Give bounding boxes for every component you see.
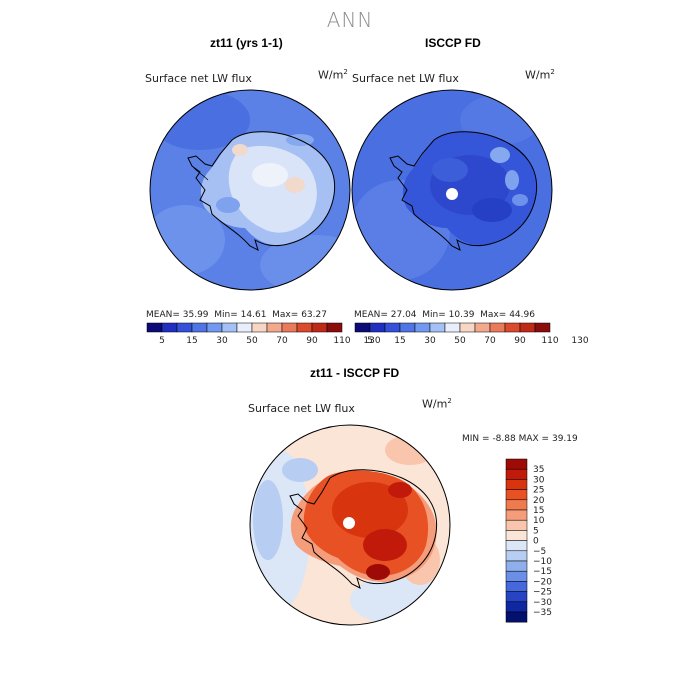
panel-1-stats: MEAN= 35.99 Min= 14.61 Max= 63.27: [146, 310, 327, 320]
panel-3-colorbar-tick-label: 5: [533, 526, 539, 536]
panel-2-colorbar-swatch: [384, 322, 401, 333]
panel-2-colorbar-tick-label: 50: [454, 336, 466, 346]
panel-2-colorbar-swatch: [489, 322, 506, 333]
panel-1-colorbar-swatch: [266, 322, 283, 333]
panel-1-colorbar-swatch: [281, 322, 298, 333]
panel-3-title: zt11 - ISCCP FD: [310, 366, 400, 380]
panel-2-colorbar-swatch: [504, 322, 521, 333]
panel-3-colorbar-tick-label: −35: [533, 608, 552, 618]
panel-1-colorbar: 5 15 30 50 70 90 110 130: [146, 322, 381, 346]
panel-3-colorbar-swatch: [505, 458, 528, 470]
panel-2-stats: MEAN= 27.04 Min= 10.39 Max= 44.96: [354, 310, 535, 320]
panel-3-unit-label: W/m2: [422, 397, 452, 411]
panel-3-colorbar-tick-label: 20: [533, 496, 545, 506]
map-1-border: [149, 89, 351, 291]
map-3-border: [249, 424, 451, 626]
panel-2-colorbar-swatch: [534, 322, 551, 333]
panel-2-colorbar-swatch: [429, 322, 446, 333]
map-2-obs: [352, 90, 552, 290]
panel-1-colorbar-tick-label: 5: [159, 336, 165, 346]
panel-2-variable-label: Surface net LW flux: [352, 72, 459, 85]
panel-3-colorbar-swatch: [505, 581, 528, 592]
panel-1-colorbar-tick-label: 130: [363, 336, 380, 346]
panel-3-colorbar-swatch: [505, 560, 528, 572]
panel-1-colorbar-swatch: [161, 322, 178, 333]
panel-3-colorbar-tick-label: −15: [533, 567, 552, 577]
panel-2-colorbar-swatch: [414, 322, 431, 333]
panel-1-colorbar-tick-label: 110: [333, 336, 350, 346]
panel-3-colorbar-swatch: [505, 530, 528, 541]
panel-2-colorbar-tick-label: 110: [541, 336, 558, 346]
map-1-model: [150, 90, 350, 290]
panel-2-colorbar-swatch: [474, 322, 491, 333]
panel-3-colorbar-tick-label: −10: [533, 557, 552, 567]
panel-1-variable-label: Surface net LW flux: [145, 72, 252, 85]
panel-3-stats: MIN = -8.88 MAX = 39.19: [462, 434, 578, 444]
panel-3-colorbar-tick-label: −20: [533, 577, 552, 587]
panel-1-colorbar-tick-label: 90: [306, 336, 318, 346]
panel-1-unit-label: W/m2: [318, 68, 348, 82]
panel-3-variable-label: Surface net LW flux: [248, 402, 355, 415]
panel-1-colorbar-swatch: [176, 322, 193, 333]
panel-1-colorbar-tick-label: 30: [216, 336, 228, 346]
panel-2-colorbar-swatch: [444, 322, 461, 333]
panel-3-colorbar-tick-label: 0: [533, 537, 539, 547]
map-2-border: [351, 89, 553, 291]
panel-1-colorbar-tick-label: 50: [246, 336, 258, 346]
panel-2-colorbar-swatch: [399, 322, 416, 333]
panel-3-colorbar-swatch: [505, 499, 528, 511]
panel-3-colorbar-tick-label: 35: [533, 465, 544, 475]
panel-1-colorbar-swatch: [311, 322, 328, 333]
panel-1-colorbar-swatch: [296, 322, 313, 333]
panel-3-colorbar-swatch: [505, 611, 528, 623]
panel-2-colorbar-tick-label: 90: [514, 336, 526, 346]
panel-3-colorbar-tick-label: 30: [533, 475, 545, 485]
panel-1-colorbar-swatch: [326, 322, 343, 333]
panel-2-colorbar-swatch: [369, 322, 386, 333]
panel-1-colorbar-tick-label: 70: [276, 336, 288, 346]
panel-3-colorbar-swatch: [505, 570, 528, 582]
panel-3-colorbar-swatch: [505, 468, 528, 480]
panel-2-colorbar-swatch: [519, 322, 536, 333]
panel-1-colorbar-swatch: [191, 322, 208, 333]
panel-3-colorbar-tick-label: 15: [533, 506, 544, 516]
panel-3-colorbar-swatch: [505, 489, 528, 501]
panel-2-colorbar-tick-label: 30: [424, 336, 436, 346]
panel-1-colorbar-swatch: [236, 322, 253, 333]
panel-3-colorbar-swatch: [505, 509, 528, 521]
main-title: ANN: [326, 8, 374, 32]
panel-2-colorbar: 5 15 30 50 70 90 110 130: [354, 322, 589, 346]
panel-1-colorbar-swatch: [146, 322, 163, 333]
panel-3-colorbar-swatch: [505, 550, 528, 562]
panel-1-colorbar-swatch: [251, 322, 268, 333]
panel-3-colorbar-tick-label: −25: [533, 588, 552, 598]
panel-3-colorbar-tick-label: 25: [533, 486, 544, 496]
panel-3-colorbar-swatch: [505, 519, 528, 531]
panel-3-colorbar-swatch: [505, 601, 528, 613]
panel-2-colorbar-tick-label: 130: [571, 336, 588, 346]
panel-3-colorbar-swatch: [505, 479, 528, 490]
panel-3-colorbar-swatch: [505, 591, 528, 603]
panel-1-colorbar-swatch: [206, 322, 223, 333]
panel-2-colorbar-swatch: [354, 322, 371, 333]
panel-3-colorbar-tick-label: 10: [533, 516, 545, 526]
panel-1-colorbar-tick-label: 15: [186, 336, 197, 346]
panel-2-colorbar-swatch: [459, 322, 476, 333]
panel-2-colorbar-tick-label: 70: [484, 336, 496, 346]
panel-2-colorbar-tick-label: 15: [394, 336, 405, 346]
panel-2-title: ISCCP FD: [425, 36, 481, 50]
panel-2-unit-label: W/m2: [525, 68, 555, 82]
panel-1-colorbar-swatch: [221, 322, 238, 333]
panel-1-title: zt11 (yrs 1-1): [210, 36, 283, 50]
panel-2-colorbar-tick-label: 5: [367, 336, 373, 346]
map-3-diff: [250, 425, 450, 625]
panel-3-colorbar-tick-label: −5: [533, 547, 546, 557]
panel-3-colorbar-tick-label: −30: [533, 598, 552, 608]
panel-3-colorbar-swatch: [505, 540, 528, 552]
